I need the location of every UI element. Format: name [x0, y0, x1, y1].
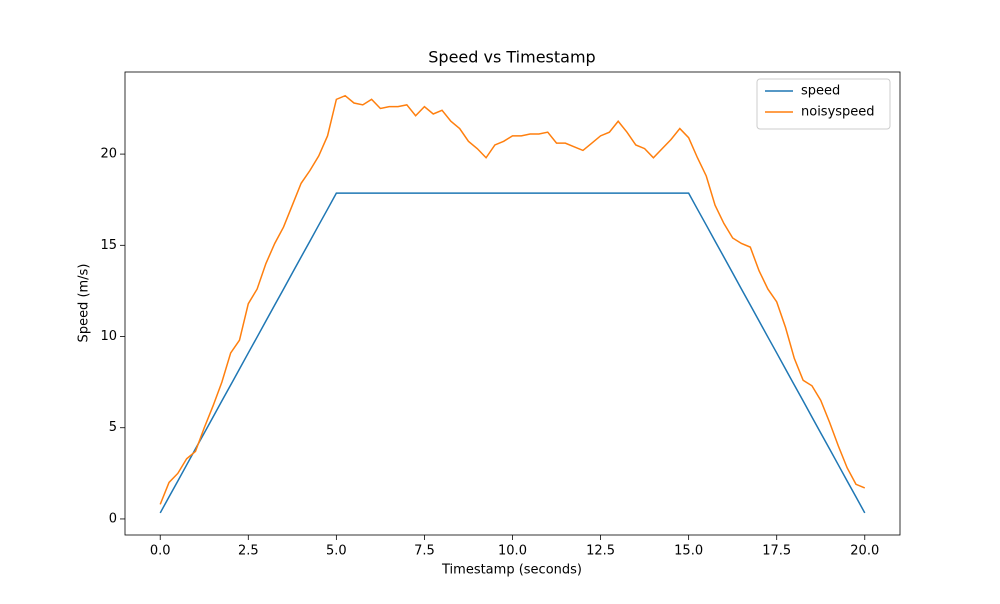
x-tick-label: 20.0 [850, 544, 879, 559]
x-tick-label: 12.5 [586, 544, 615, 559]
legend-label: noisyspeed [801, 105, 875, 120]
x-tick-label: 15.0 [674, 544, 703, 559]
plot-frame [124, 71, 901, 536]
y-tick-label: 0 [109, 511, 117, 526]
series-line [159, 94, 866, 505]
series-line [159, 192, 866, 514]
x-tick-label: 5.0 [326, 544, 347, 559]
y-tick-label: 5 [109, 420, 117, 435]
x-tick-label: 2.5 [238, 544, 259, 559]
y-axis-label: Speed (m/s) [77, 264, 92, 343]
legend-label: speed [801, 84, 840, 99]
x-tick-label: 0.0 [150, 544, 171, 559]
x-tick-label: 7.5 [414, 544, 435, 559]
x-tick-label: 17.5 [762, 544, 791, 559]
y-tick-label: 20 [100, 147, 117, 162]
chart-title: Speed vs Timestamp [428, 48, 595, 67]
y-tick-label: 10 [100, 329, 117, 344]
y-tick-label: 15 [100, 238, 117, 253]
x-tick-label: 10.0 [498, 544, 527, 559]
x-axis-label: Timestamp (seconds) [441, 563, 582, 578]
